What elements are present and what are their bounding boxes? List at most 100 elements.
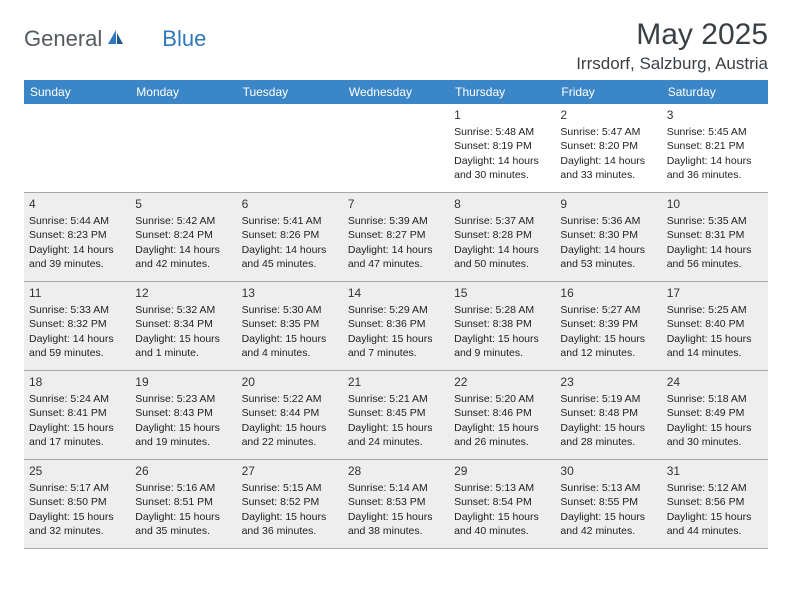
day-number: 5 [135, 196, 231, 212]
sunset-text: Sunset: 8:38 PM [454, 317, 550, 331]
daylight-text: Daylight: 15 hours and 40 minutes. [454, 510, 550, 538]
day-number: 1 [454, 107, 550, 123]
day-header: Saturday [662, 80, 768, 104]
daylight-text: Daylight: 15 hours and 32 minutes. [29, 510, 125, 538]
sunset-text: Sunset: 8:43 PM [135, 406, 231, 420]
calendar-cell: 7Sunrise: 5:39 AMSunset: 8:27 PMDaylight… [343, 193, 449, 281]
sunrise-text: Sunrise: 5:23 AM [135, 392, 231, 406]
daylight-text: Daylight: 14 hours and 42 minutes. [135, 243, 231, 271]
sunrise-text: Sunrise: 5:47 AM [560, 125, 656, 139]
daylight-text: Daylight: 15 hours and 12 minutes. [560, 332, 656, 360]
calendar-week: 18Sunrise: 5:24 AMSunset: 8:41 PMDayligh… [24, 371, 768, 460]
sunset-text: Sunset: 8:50 PM [29, 495, 125, 509]
sunrise-text: Sunrise: 5:48 AM [454, 125, 550, 139]
day-header: Sunday [24, 80, 130, 104]
calendar-cell: 16Sunrise: 5:27 AMSunset: 8:39 PMDayligh… [555, 282, 661, 370]
sunrise-text: Sunrise: 5:13 AM [560, 481, 656, 495]
daylight-text: Daylight: 14 hours and 33 minutes. [560, 154, 656, 182]
daylight-text: Daylight: 14 hours and 47 minutes. [348, 243, 444, 271]
sunset-text: Sunset: 8:31 PM [667, 228, 763, 242]
sunset-text: Sunset: 8:20 PM [560, 139, 656, 153]
sunrise-text: Sunrise: 5:30 AM [242, 303, 338, 317]
calendar-cell: 13Sunrise: 5:30 AMSunset: 8:35 PMDayligh… [237, 282, 343, 370]
daylight-text: Daylight: 15 hours and 1 minute. [135, 332, 231, 360]
day-number: 28 [348, 463, 444, 479]
sunset-text: Sunset: 8:24 PM [135, 228, 231, 242]
sunrise-text: Sunrise: 5:19 AM [560, 392, 656, 406]
day-number: 24 [667, 374, 763, 390]
daylight-text: Daylight: 15 hours and 44 minutes. [667, 510, 763, 538]
day-number: 8 [454, 196, 550, 212]
calendar-cell: 9Sunrise: 5:36 AMSunset: 8:30 PMDaylight… [555, 193, 661, 281]
month-title: May 2025 [576, 18, 768, 52]
daylight-text: Daylight: 14 hours and 56 minutes. [667, 243, 763, 271]
sunset-text: Sunset: 8:39 PM [560, 317, 656, 331]
daylight-text: Daylight: 15 hours and 42 minutes. [560, 510, 656, 538]
calendar-cell [237, 104, 343, 192]
day-number: 23 [560, 374, 656, 390]
sunset-text: Sunset: 8:23 PM [29, 228, 125, 242]
day-number: 9 [560, 196, 656, 212]
calendar-cell: 27Sunrise: 5:15 AMSunset: 8:52 PMDayligh… [237, 460, 343, 548]
daylight-text: Daylight: 15 hours and 24 minutes. [348, 421, 444, 449]
calendar-cell: 20Sunrise: 5:22 AMSunset: 8:44 PMDayligh… [237, 371, 343, 459]
daylight-text: Daylight: 14 hours and 53 minutes. [560, 243, 656, 271]
day-number: 26 [135, 463, 231, 479]
daylight-text: Daylight: 15 hours and 36 minutes. [242, 510, 338, 538]
sunset-text: Sunset: 8:28 PM [454, 228, 550, 242]
daylight-text: Daylight: 15 hours and 4 minutes. [242, 332, 338, 360]
title-block: May 2025 Irrsdorf, Salzburg, Austria [576, 18, 768, 74]
sunrise-text: Sunrise: 5:13 AM [454, 481, 550, 495]
daylight-text: Daylight: 15 hours and 26 minutes. [454, 421, 550, 449]
daylight-text: Daylight: 14 hours and 45 minutes. [242, 243, 338, 271]
sunrise-text: Sunrise: 5:45 AM [667, 125, 763, 139]
calendar-cell: 21 Sunrise: 5:21 AMSunset: 8:45 PMDayligh… [343, 371, 449, 459]
day-number: 17 [667, 285, 763, 301]
sunset-text: Sunset: 8:54 PM [454, 495, 550, 509]
location: Irrsdorf, Salzburg, Austria [576, 54, 768, 74]
calendar-week: 4Sunrise: 5:44 AMSunset: 8:23 PMDaylight… [24, 193, 768, 282]
brand-logo: General Blue [24, 18, 206, 52]
sunrise-text: Sunrise: 5:24 AM [29, 392, 125, 406]
day-number: 12 [135, 285, 231, 301]
day-number: 16 [560, 285, 656, 301]
calendar-cell: 15Sunrise: 5:28 AMSunset: 8:38 PMDayligh… [449, 282, 555, 370]
sunset-text: Sunset: 8:52 PM [242, 495, 338, 509]
day-number: 14 [348, 285, 444, 301]
sunset-text: Sunset: 8:36 PM [348, 317, 444, 331]
sunrise-text: Sunrise: 5:21 AM [348, 392, 444, 406]
sunset-text: Sunset: 8:34 PM [135, 317, 231, 331]
daylight-text: Daylight: 15 hours and 7 minutes. [348, 332, 444, 360]
day-number: 11 [29, 285, 125, 301]
calendar-week: 1Sunrise: 5:48 AMSunset: 8:19 PMDaylight… [24, 104, 768, 193]
day-number: 7 [348, 196, 444, 212]
calendar-grid: 1Sunrise: 5:48 AMSunset: 8:19 PMDaylight… [24, 104, 768, 549]
sunset-text: Sunset: 8:45 PM [348, 406, 444, 420]
day-header: Thursday [449, 80, 555, 104]
calendar-cell: 22Sunrise: 5:20 AMSunset: 8:46 PMDayligh… [449, 371, 555, 459]
brand-general: General [24, 26, 102, 52]
calendar-cell: 26Sunrise: 5:16 AMSunset: 8:51 PMDayligh… [130, 460, 236, 548]
day-number: 21 [348, 374, 444, 390]
sunrise-text: Sunrise: 5:16 AM [135, 481, 231, 495]
calendar-cell: 17Sunrise: 5:25 AMSunset: 8:40 PMDayligh… [662, 282, 768, 370]
calendar-cell: 29 Sunrise: 5:13 AMSunset: 8:54 PMDayligh… [449, 460, 555, 548]
calendar-cell: 31Sunrise: 5:12 AMSunset: 8:56 PMDayligh… [662, 460, 768, 548]
sunrise-text: Sunrise: 5:28 AM [454, 303, 550, 317]
day-number: 31 [667, 463, 763, 479]
day-number: 29 [454, 463, 550, 479]
sunrise-text: Sunrise: 5:17 AM [29, 481, 125, 495]
calendar-cell: 4Sunrise: 5:44 AMSunset: 8:23 PMDaylight… [24, 193, 130, 281]
calendar-cell: 11Sunrise: 5:33 AMSunset: 8:32 PMDayligh… [24, 282, 130, 370]
calendar-cell: 8Sunrise: 5:37 AMSunset: 8:28 PMDaylight… [449, 193, 555, 281]
sunrise-text: Sunrise: 5:18 AM [667, 392, 763, 406]
sunset-text: Sunset: 8:56 PM [667, 495, 763, 509]
sunset-text: Sunset: 8:41 PM [29, 406, 125, 420]
brand-blue: Blue [162, 26, 206, 52]
calendar-cell: 30Sunrise: 5:13 AMSunset: 8:55 PMDayligh… [555, 460, 661, 548]
calendar-cell: 14Sunrise: 5:29 AMSunset: 8:36 PMDayligh… [343, 282, 449, 370]
header: General Blue May 2025 Irrsdorf, Salzburg… [24, 18, 768, 74]
sunrise-text: Sunrise: 5:25 AM [667, 303, 763, 317]
sunset-text: Sunset: 8:35 PM [242, 317, 338, 331]
sunset-text: Sunset: 8:46 PM [454, 406, 550, 420]
